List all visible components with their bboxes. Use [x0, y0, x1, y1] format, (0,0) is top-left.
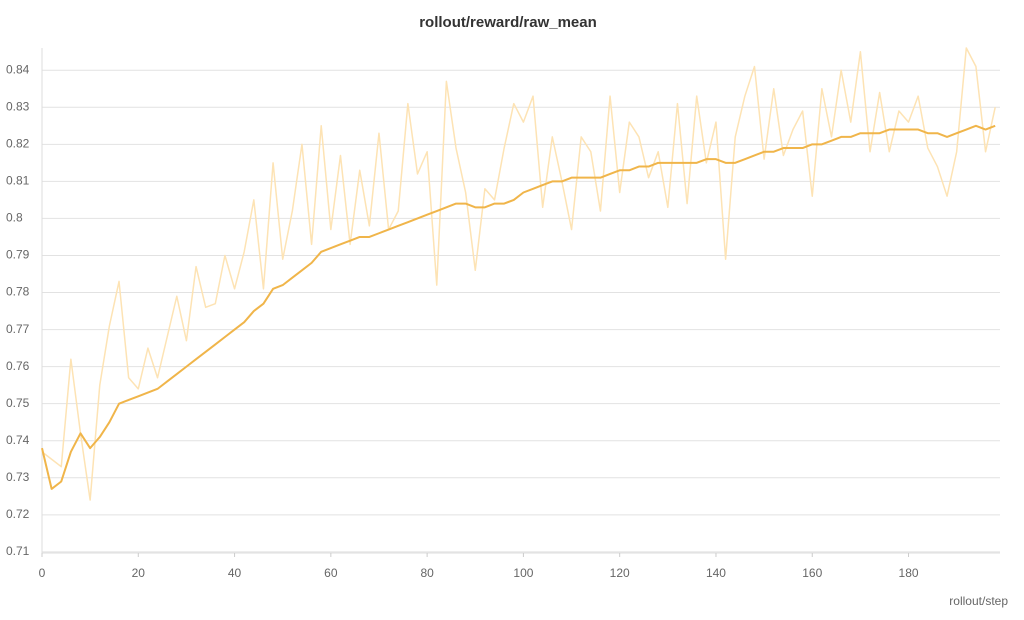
series-line [41, 47, 996, 501]
y-tick-label: 0.75 [6, 396, 30, 410]
y-tick-label: 0.84 [6, 62, 30, 76]
y-tick-label: 0.79 [6, 248, 30, 262]
x-tick-label: 100 [513, 566, 533, 580]
y-tick-label: 0.82 [6, 137, 30, 151]
x-tick-label: 60 [324, 566, 338, 580]
chart-title: rollout/reward/raw_mean [419, 14, 597, 31]
x-tick-label: 80 [420, 566, 434, 580]
x-tick-label: 160 [802, 566, 822, 580]
y-tick-label: 0.71 [6, 544, 30, 558]
series-line [41, 124, 996, 490]
y-tick-label: 0.81 [6, 174, 30, 188]
x-axis-label: rollout/step [949, 594, 1008, 608]
y-tick-label: 0.73 [6, 470, 30, 484]
y-tick-label: 0.83 [6, 99, 30, 113]
y-tick-label: 0.78 [6, 285, 30, 299]
x-tick-label: 120 [610, 566, 630, 580]
x-tick-label: 140 [706, 566, 726, 580]
y-tick-label: 0.77 [6, 322, 30, 336]
x-tick-label: 40 [228, 566, 242, 580]
y-tick-label: 0.8 [6, 211, 23, 225]
y-tick-label: 0.76 [6, 359, 30, 373]
x-tick-label: 0 [39, 566, 46, 580]
y-tick-label: 0.74 [6, 433, 30, 447]
y-tick-label: 0.72 [6, 507, 30, 521]
x-tick-label: 20 [132, 566, 146, 580]
x-tick-label: 180 [899, 566, 919, 580]
